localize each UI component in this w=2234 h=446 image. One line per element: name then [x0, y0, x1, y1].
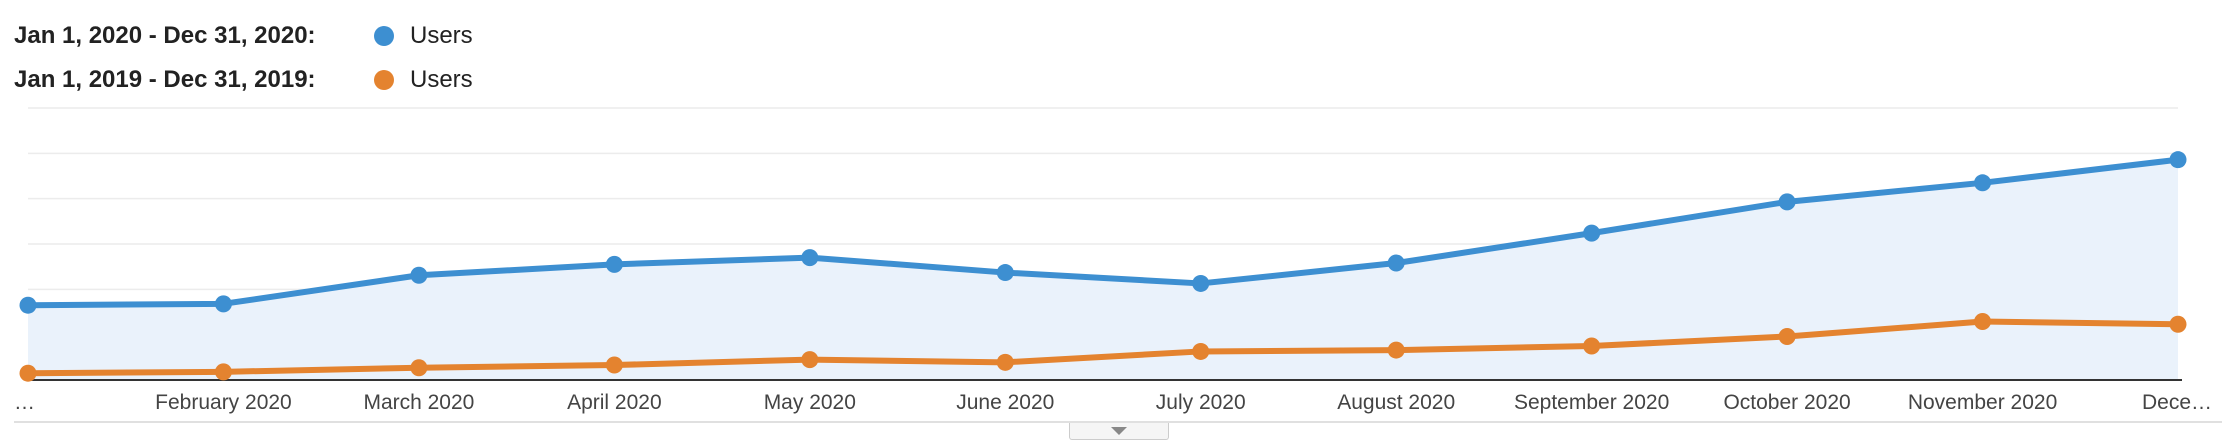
x-tick-label: February 2020	[155, 391, 292, 414]
data-point	[19, 364, 37, 382]
x-tick-label: October 2020	[1723, 391, 1850, 414]
data-point	[1387, 341, 1405, 359]
data-point	[1778, 327, 1796, 345]
data-point	[605, 356, 623, 374]
data-point	[1192, 342, 1210, 360]
legend-range-2019: Jan 1, 2019 - Dec 31, 2019:	[14, 66, 316, 93]
legend-label-2019: Users	[410, 66, 473, 93]
data-point	[1778, 193, 1796, 211]
series-area-0	[28, 159, 2178, 380]
data-point	[605, 255, 623, 273]
legend-dot-2019	[374, 70, 394, 90]
data-point	[1974, 313, 1992, 331]
chevron-down-icon	[1111, 427, 1127, 435]
chart-resize-handle[interactable]	[1069, 423, 1169, 440]
data-point	[410, 266, 428, 284]
data-point	[410, 359, 428, 377]
legend-range-2020: Jan 1, 2020 - Dec 31, 2020:	[14, 22, 316, 49]
x-tick-label: July 2020	[1156, 391, 1246, 414]
data-point	[1387, 254, 1405, 272]
legend-label-2020: Users	[410, 22, 473, 49]
x-tick-label: May 2020	[764, 391, 856, 414]
x-tick-label: April 2020	[567, 391, 662, 414]
data-point	[1583, 224, 1601, 242]
data-point	[1583, 337, 1601, 355]
legend-item-2020[interactable]: Jan 1, 2020 - Dec 31, 2020: Users	[14, 14, 473, 58]
data-point	[996, 264, 1014, 282]
series-line-1	[25, 318, 2181, 377]
x-tick-label: June 2020	[956, 391, 1054, 414]
x-tick-label: Dece…	[2142, 391, 2212, 414]
legend-item-2019[interactable]: Jan 1, 2019 - Dec 31, 2019: Users	[14, 58, 473, 102]
x-tick-label: November 2020	[1908, 391, 2057, 414]
x-tick-label: August 2020	[1337, 391, 1455, 414]
x-tick-label: September 2020	[1514, 391, 1669, 414]
data-point	[801, 249, 819, 267]
data-point	[19, 296, 37, 314]
data-point	[214, 363, 232, 381]
series-line-0	[25, 156, 2181, 309]
data-point	[801, 351, 819, 369]
x-tick-label: March 2020	[363, 391, 474, 414]
data-point	[2169, 315, 2187, 333]
data-point	[1192, 274, 1210, 292]
data-point	[214, 295, 232, 313]
x-tick-label: …	[14, 391, 35, 414]
data-point	[2169, 151, 2187, 169]
chart-legend: Jan 1, 2020 - Dec 31, 2020: Users Jan 1,…	[14, 14, 473, 102]
legend-dot-2020	[374, 26, 394, 46]
data-point	[1974, 174, 1992, 192]
data-point	[996, 353, 1014, 371]
